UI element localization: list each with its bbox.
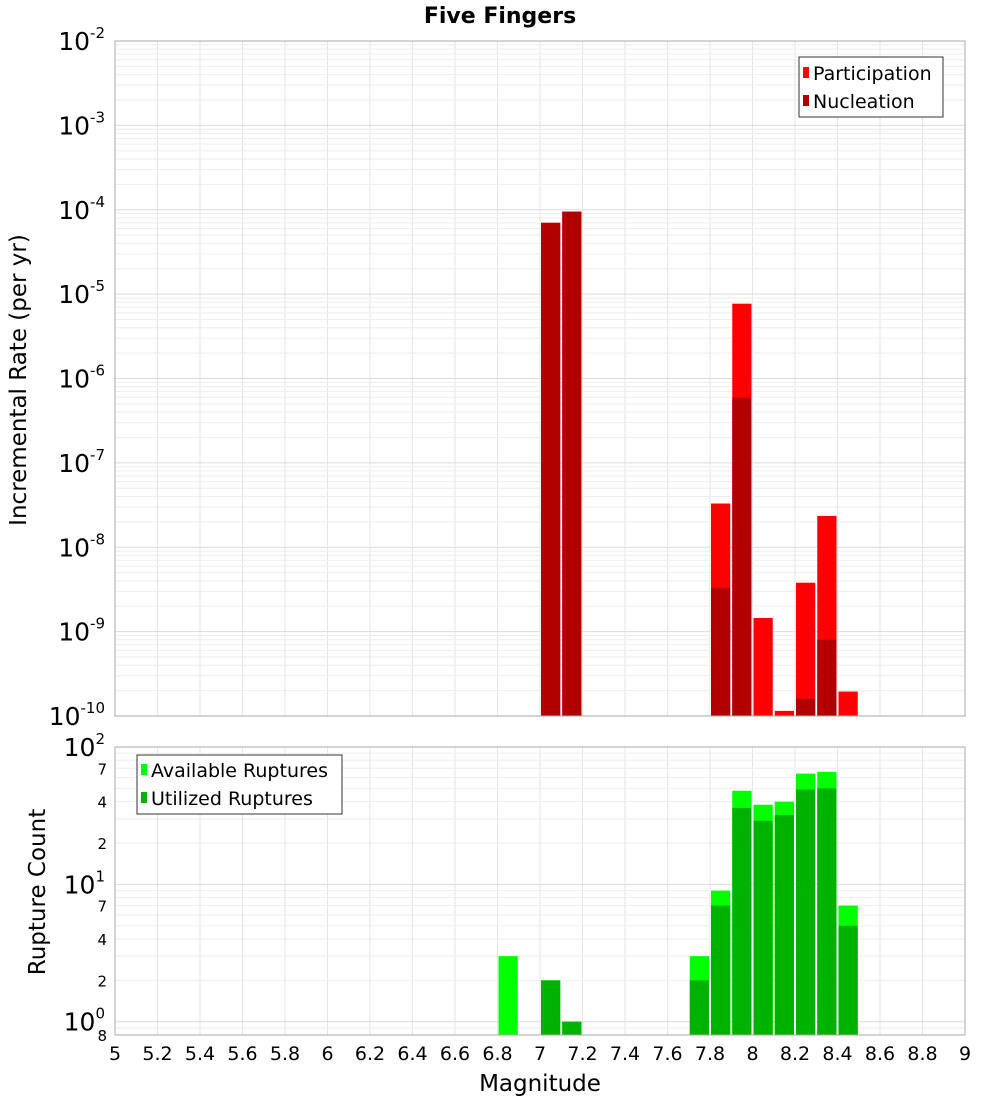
x-tick-label: 7.8 bbox=[695, 1043, 725, 1065]
bottom-y-minor-tick-label: 7 bbox=[97, 760, 107, 778]
top-bar-b bbox=[796, 698, 816, 716]
bottom-legend-box bbox=[136, 754, 343, 815]
top-y-tick-label: 10-5 bbox=[58, 277, 105, 309]
bottom-bar-b bbox=[711, 905, 731, 1035]
bottom-bar-b bbox=[817, 788, 837, 1035]
bottom-y-minor-tick-label: 4 bbox=[97, 794, 107, 812]
x-tick-label: 8.6 bbox=[865, 1043, 895, 1065]
bottom-legend: Available Ruptures Utilized Ruptures bbox=[136, 754, 343, 815]
top-legend-box bbox=[798, 56, 944, 118]
top-bar-b bbox=[732, 397, 752, 716]
bottom-y-tick-labels: 102 101 100 7 4 2 7 4 2 8 bbox=[64, 730, 107, 1045]
x-tick-label: 7.4 bbox=[610, 1043, 640, 1065]
x-tick-label: 8.8 bbox=[907, 1043, 937, 1065]
top-y-tick-label: 10-9 bbox=[58, 615, 105, 647]
bottom-bar-b bbox=[541, 980, 561, 1035]
legend-swatch-nucleation bbox=[803, 95, 809, 106]
top-panel-grid bbox=[114, 40, 966, 717]
bottom-y-tick-label: 102 bbox=[64, 730, 105, 762]
top-y-tick-label: 10-2 bbox=[58, 24, 105, 56]
x-tick-label: 6.2 bbox=[355, 1043, 385, 1065]
top-bar-a bbox=[774, 710, 794, 716]
x-tick-label: 5.8 bbox=[270, 1043, 300, 1065]
x-tick-label: 5.2 bbox=[142, 1043, 172, 1065]
legend-label-available-ruptures: Available Ruptures bbox=[151, 760, 328, 782]
top-bar-a bbox=[838, 691, 858, 716]
legend-label-utilized-ruptures: Utilized Ruptures bbox=[151, 788, 313, 810]
bottom-y-minor-tick-label: 2 bbox=[97, 835, 107, 853]
x-tick-label: 5.6 bbox=[227, 1043, 257, 1065]
x-tick-labels: 5 5.2 5.4 5.6 5.8 6 6.2 6.4 6.6 6.8 7 7.2 7.4 7.6 7.8 8… bbox=[109, 1043, 971, 1065]
top-y-tick-label: 10-6 bbox=[58, 362, 105, 394]
bottom-bar-b bbox=[774, 814, 794, 1035]
legend-label-nucleation: Nucleation bbox=[813, 91, 915, 113]
x-tick-label: 6 bbox=[321, 1043, 333, 1065]
top-y-tick-label: 10-7 bbox=[58, 446, 105, 478]
chart-title: Five Fingers bbox=[424, 4, 576, 29]
top-bar-a bbox=[796, 582, 816, 716]
bottom-panel-bars bbox=[498, 771, 858, 1035]
top-bar-b bbox=[562, 211, 582, 716]
bottom-y-minor-tick-label: 4 bbox=[97, 931, 107, 949]
x-tick-label: 6.8 bbox=[482, 1043, 512, 1065]
bottom-y-minor-tick-label: 8 bbox=[97, 1027, 107, 1045]
legend-swatch-utilized-ruptures bbox=[141, 792, 147, 803]
x-tick-label: 7.6 bbox=[652, 1043, 682, 1065]
bottom-bar-b bbox=[796, 789, 816, 1035]
bottom-bar-b bbox=[753, 820, 773, 1035]
x-tick-label: 8.2 bbox=[780, 1043, 810, 1065]
top-y-tick-label: 10-10 bbox=[49, 699, 105, 731]
top-bar-a bbox=[753, 618, 773, 716]
x-tick-label: 5 bbox=[109, 1043, 121, 1065]
bottom-y-axis-title: Rupture Count bbox=[25, 809, 51, 975]
top-y-tick-label: 10-8 bbox=[58, 530, 105, 562]
top-legend: Participation Nucleation bbox=[798, 56, 944, 118]
top-panel-frame bbox=[114, 40, 966, 717]
top-bar-b bbox=[711, 587, 731, 716]
bottom-bar-b bbox=[838, 925, 858, 1035]
legend-swatch-available-ruptures bbox=[141, 764, 147, 775]
top-bar-b bbox=[817, 639, 837, 716]
x-tick-label: 6.6 bbox=[440, 1043, 470, 1065]
top-y-tick-labels: 10-2 10-3 10-4 10-5 10-6 10-7 10-8 10-9 10-10 bbox=[49, 24, 105, 731]
top-y-tick-label: 10-4 bbox=[58, 193, 105, 225]
x-tick-label: 8 bbox=[746, 1043, 758, 1065]
x-axis-title: Magnitude bbox=[479, 1071, 601, 1097]
top-bar-b bbox=[541, 222, 561, 716]
x-tick-label: 5.4 bbox=[185, 1043, 215, 1065]
legend-swatch-participation bbox=[803, 67, 809, 78]
bottom-y-minor-tick-label: 7 bbox=[97, 898, 107, 916]
bottom-panel-frame bbox=[114, 746, 966, 1036]
x-tick-label: 7.2 bbox=[567, 1043, 597, 1065]
bottom-bar-a bbox=[498, 956, 518, 1035]
bottom-y-tick-label: 100 bbox=[64, 1005, 105, 1037]
x-tick-label: 6.4 bbox=[397, 1043, 427, 1065]
x-tick-label: 8.4 bbox=[822, 1043, 852, 1065]
top-panel-bars bbox=[541, 211, 858, 716]
bottom-bar-b bbox=[689, 980, 709, 1035]
bottom-bar-b bbox=[732, 807, 752, 1035]
top-y-tick-label: 10-3 bbox=[58, 108, 105, 140]
legend-label-participation: Participation bbox=[813, 63, 932, 85]
bottom-bar-b bbox=[562, 1021, 582, 1035]
bottom-y-minor-tick-label: 2 bbox=[97, 972, 107, 990]
x-tick-label: 9 bbox=[959, 1043, 971, 1065]
top-y-axis-title: Incremental Rate (per yr) bbox=[6, 234, 32, 526]
x-tick-label: 7 bbox=[534, 1043, 546, 1065]
bottom-y-tick-label: 101 bbox=[64, 867, 105, 899]
